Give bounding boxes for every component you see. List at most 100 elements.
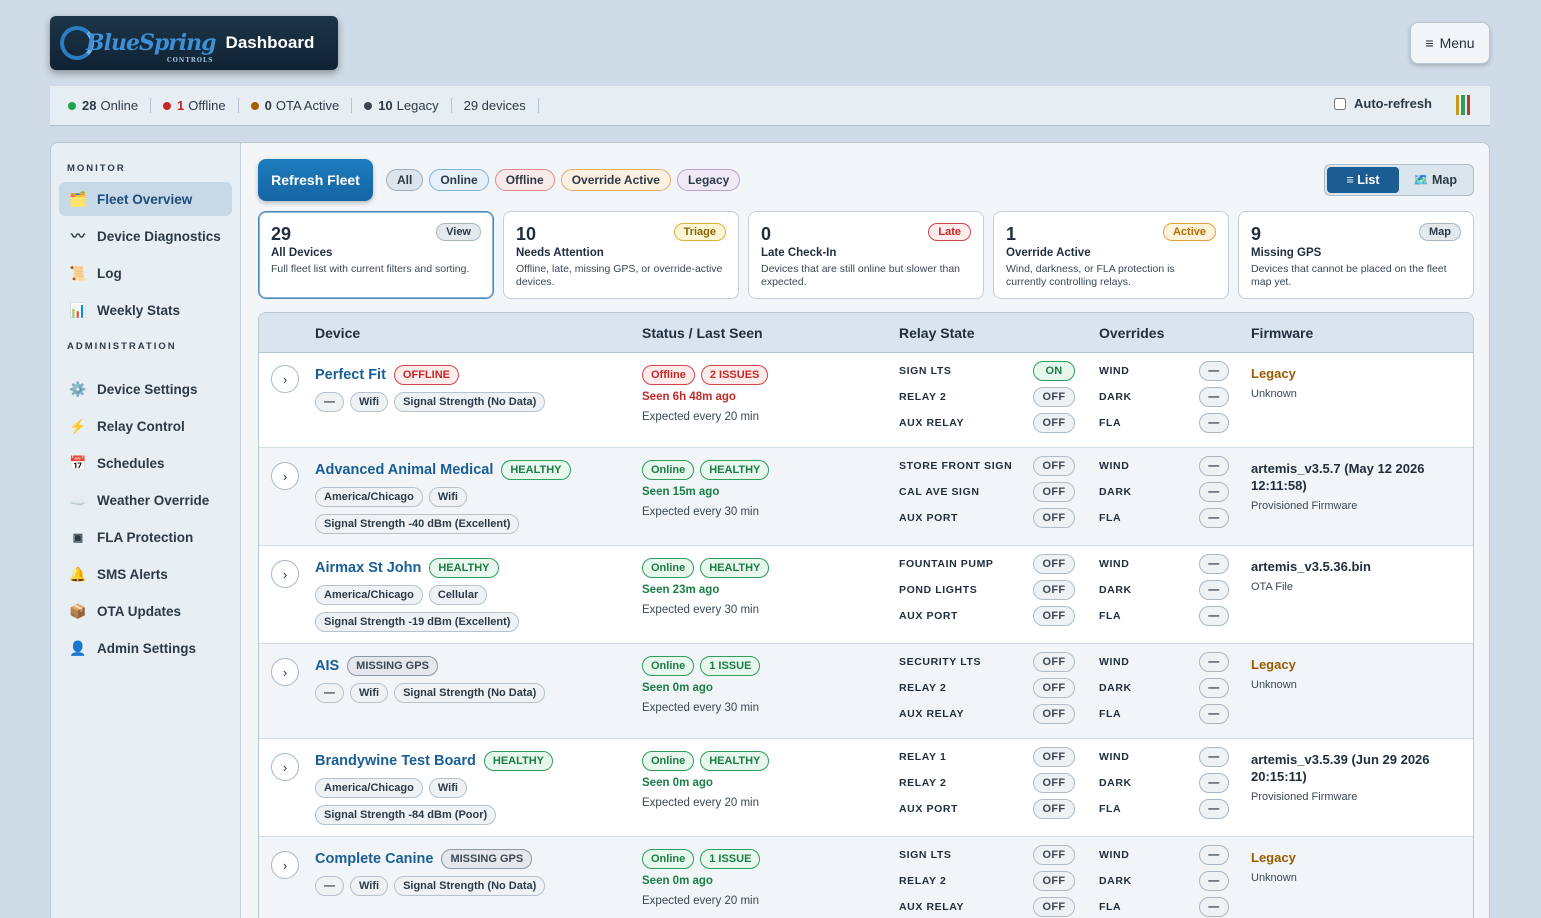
device-status-badge: OFFLINE bbox=[393, 365, 459, 385]
sidebar-item-relay-control[interactable]: ⚡ Relay Control bbox=[69, 417, 185, 434]
relay-line: RELAY 2 OFF bbox=[899, 868, 1075, 894]
relay-toggle[interactable]: OFF bbox=[1033, 678, 1075, 698]
table-row[interactable]: › Complete Canine MISSING GPS — Wifi Signa… bbox=[259, 837, 1473, 918]
relay-toggle[interactable]: OFF bbox=[1033, 580, 1075, 600]
device-name-link[interactable]: Airmax St John bbox=[315, 560, 422, 576]
expand-row-chevron-icon[interactable]: › bbox=[271, 753, 299, 781]
device-name-link[interactable]: Brandywine Test Board bbox=[315, 753, 476, 769]
relay-toggle[interactable]: OFF bbox=[1033, 413, 1075, 433]
card-tag-active[interactable]: Active bbox=[1162, 223, 1216, 241]
expand-row-chevron-icon[interactable]: › bbox=[271, 851, 299, 879]
sidebar-item-log[interactable]: 📜 Log bbox=[69, 264, 122, 281]
filter-override-active[interactable]: Override Active bbox=[560, 169, 671, 191]
relay-toggle[interactable]: OFF bbox=[1033, 456, 1075, 476]
card-all-devices[interactable]: 29 All Devices Full fleet list with curr… bbox=[258, 211, 494, 299]
sidebar-item-weekly-stats[interactable]: 📊 Weekly Stats bbox=[69, 301, 181, 318]
device-tag: Wifi bbox=[428, 487, 467, 507]
card-late-check-in[interactable]: 0 Late Check-In Devices that are still o… bbox=[748, 211, 984, 299]
auto-refresh-checkbox[interactable] bbox=[1333, 97, 1346, 110]
relay-toggle[interactable]: OFF bbox=[1033, 704, 1075, 724]
relay-toggle[interactable]: OFF bbox=[1033, 554, 1075, 574]
card-override-active[interactable]: 1 Override Active Wind, darkness, or FLA… bbox=[993, 211, 1229, 299]
expand-row-chevron-icon[interactable]: › bbox=[271, 658, 299, 686]
device-name-link[interactable]: Complete Canine bbox=[315, 851, 434, 867]
relay-toggle[interactable]: ON bbox=[1033, 361, 1075, 381]
override-value: — bbox=[1199, 704, 1229, 724]
override-name: WIND bbox=[1099, 751, 1130, 763]
relay-toggle[interactable]: OFF bbox=[1033, 652, 1075, 672]
expand-row-chevron-icon[interactable]: › bbox=[271, 560, 299, 588]
sidebar-item-schedules[interactable]: 📅 Schedules bbox=[69, 454, 165, 471]
auto-refresh-toggle[interactable]: Auto-refresh bbox=[1333, 96, 1432, 111]
device-name-link[interactable]: Advanced Animal Medical bbox=[315, 462, 494, 478]
issue-badge: 2 ISSUES bbox=[700, 365, 769, 385]
view-map-button[interactable]: 🗺️ Map bbox=[1412, 172, 1458, 187]
sidebar-heading-administration: ADMINISTRATION bbox=[67, 341, 177, 352]
card-needs-attention[interactable]: 10 Needs Attention Offline, late, missin… bbox=[503, 211, 739, 299]
relay-toggle[interactable]: OFF bbox=[1033, 387, 1075, 407]
sidebar-item-weather-override[interactable]: ☁️ Weather Override bbox=[69, 491, 210, 508]
expand-row-chevron-icon[interactable]: › bbox=[271, 365, 299, 393]
relay-toggle[interactable]: OFF bbox=[1033, 747, 1075, 767]
relay-name: SIGN LTS bbox=[899, 849, 952, 861]
sidebar-item-ota-updates[interactable]: 📦 OTA Updates bbox=[69, 602, 182, 619]
table-row[interactable]: › Advanced Animal Medical HEALTHY Americ… bbox=[259, 448, 1473, 546]
expected-interval: Expected every 20 min bbox=[642, 895, 759, 907]
card-tag-map[interactable]: Map bbox=[1419, 223, 1461, 241]
device-name-link[interactable]: AIS bbox=[315, 658, 340, 674]
relay-toggle[interactable]: OFF bbox=[1033, 845, 1075, 865]
firmware-cell: artemis_v3.5.7 (May 12 2026 12:11:58) Pr… bbox=[1251, 460, 1461, 512]
override-name: WIND bbox=[1099, 365, 1130, 377]
override-value: — bbox=[1199, 799, 1229, 819]
relay-toggle[interactable]: OFF bbox=[1033, 773, 1075, 793]
device-name-link[interactable]: Perfect Fit bbox=[315, 367, 386, 383]
card-missing-gps[interactable]: 9 Missing GPS Devices that cannot be pla… bbox=[1238, 211, 1474, 299]
override-line: WIND — bbox=[1099, 842, 1229, 868]
relay-toggle[interactable]: OFF bbox=[1033, 799, 1075, 819]
refresh-fleet-button[interactable]: Refresh Fleet bbox=[258, 159, 373, 201]
expand-row-chevron-icon[interactable]: › bbox=[271, 462, 299, 490]
relay-toggle[interactable]: OFF bbox=[1033, 508, 1075, 528]
firmware-version: Legacy bbox=[1251, 657, 1296, 672]
card-tag-late[interactable]: Late bbox=[928, 223, 971, 241]
override-line: FLA — bbox=[1099, 796, 1229, 822]
table-row[interactable]: › Perfect Fit OFFLINE — Wifi Signal Streng… bbox=[259, 353, 1473, 448]
sidebar-item-admin-settings[interactable]: 👤 Admin Settings bbox=[69, 639, 197, 656]
relay-toggle[interactable]: OFF bbox=[1033, 897, 1075, 917]
relay-toggle[interactable]: OFF bbox=[1033, 871, 1075, 891]
filter-legacy[interactable]: Legacy bbox=[676, 169, 741, 191]
filter-all[interactable]: All bbox=[386, 169, 424, 191]
menu-button[interactable]: ≡ Menu bbox=[1410, 22, 1490, 64]
col-overrides: Overrides bbox=[1099, 325, 1165, 341]
filter-online[interactable]: Online bbox=[429, 169, 489, 191]
relay-line: SECURITY LTS OFF bbox=[899, 649, 1075, 675]
relay-toggle[interactable]: OFF bbox=[1033, 482, 1075, 502]
connection-status-badge: Online bbox=[642, 558, 695, 578]
card-tag-triage[interactable]: Triage bbox=[673, 223, 726, 241]
table-row[interactable]: › AIS MISSING GPS — Wifi Signal Strength (… bbox=[259, 644, 1473, 739]
filter-offline[interactable]: Offline bbox=[494, 169, 555, 191]
view-list-button[interactable]: ≡ List bbox=[1327, 167, 1399, 193]
sidebar-item-device-diagnostics[interactable]: 〰 Device Diagnostics bbox=[71, 228, 221, 244]
table-row[interactable]: › Airmax St John HEALTHY America/Chicago… bbox=[259, 546, 1473, 644]
signal-tag: Signal Strength -19 dBm (Excellent) bbox=[315, 612, 520, 632]
device-table: Device Status / Last Seen Relay State Ov… bbox=[258, 312, 1474, 918]
relay-line: CAL AVE SIGN OFF bbox=[899, 479, 1075, 505]
status-cell: Online HEALTHY Seen 15m ago Expected ever… bbox=[642, 460, 770, 518]
ota-dot-icon bbox=[250, 101, 259, 110]
sidebar-item-sms-alerts[interactable]: 🔔 SMS Alerts bbox=[69, 565, 168, 582]
relay-name: RELAY 2 bbox=[899, 391, 947, 403]
table-row[interactable]: › Brandywine Test Board HEALTHY America/… bbox=[259, 739, 1473, 837]
sidebar-item-fla-protection[interactable]: ▣ FLA Protection bbox=[59, 520, 232, 554]
swirl-icon bbox=[60, 26, 94, 60]
override-name: FLA bbox=[1099, 901, 1122, 913]
relay-toggle[interactable]: OFF bbox=[1033, 606, 1075, 626]
card-tag-view[interactable]: View bbox=[436, 223, 481, 241]
sidebar-item-fleet-overview[interactable]: 🗂️ Fleet Overview bbox=[59, 182, 232, 216]
overrides-cell: WIND — DARK — FLA — bbox=[1099, 649, 1229, 727]
overrides-cell: WIND — DARK — FLA — bbox=[1099, 842, 1229, 918]
pulse-icon: 〰 bbox=[71, 228, 85, 244]
relay-line: POND LIGHTS OFF bbox=[899, 577, 1075, 603]
sidebar-item-device-settings[interactable]: ⚙️ Device Settings bbox=[69, 380, 198, 397]
relay-cell: SECURITY LTS OFF RELAY 2 OFF AUX RELAY OFF bbox=[899, 649, 1075, 727]
